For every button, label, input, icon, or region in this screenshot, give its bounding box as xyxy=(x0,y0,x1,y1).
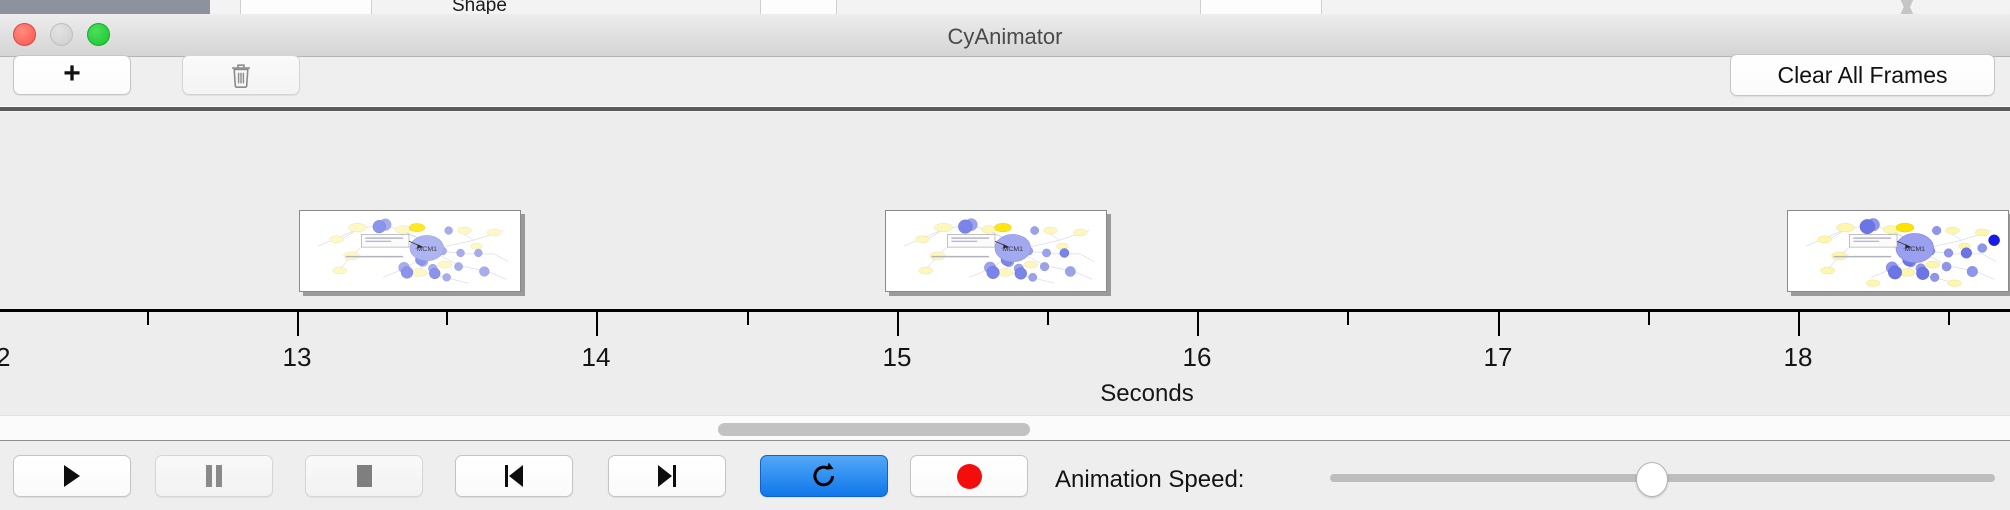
delete-frame-button[interactable] xyxy=(182,55,300,95)
timeline-scrollbar[interactable] xyxy=(0,415,2010,441)
skip-back-icon xyxy=(501,464,527,488)
background-toolbar-cell xyxy=(240,0,372,14)
clear-all-frames-button[interactable]: Clear All Frames xyxy=(1730,54,1995,96)
animation-speed-slider[interactable] xyxy=(1330,462,1995,497)
timeline-ruler[interactable]: 12 13 14 15 16 17 18 Seconds xyxy=(0,112,2010,415)
toolbar-separator xyxy=(0,106,2010,112)
ruler-major-tick xyxy=(1197,312,1199,336)
ruler-major-tick xyxy=(897,312,899,336)
play-button[interactable] xyxy=(13,455,131,497)
loop-button[interactable] xyxy=(760,455,888,497)
ruler-major-tick xyxy=(297,312,299,336)
ruler-label: 13 xyxy=(282,342,312,372)
hub-node-label: MCM1 xyxy=(1003,246,1024,253)
play-icon xyxy=(61,464,83,488)
ruler-major-tick xyxy=(1498,312,1500,336)
clear-all-frames-label: Clear All Frames xyxy=(1777,61,1948,88)
keyframe-thumbnail[interactable]: MCM1 xyxy=(1787,210,2009,292)
ruler-major-tick xyxy=(1798,312,1800,336)
window-title: CyAnimator xyxy=(947,24,1063,49)
background-toolbar-cell xyxy=(1200,0,1322,14)
keyframe-thumbnail[interactable]: MCM1 xyxy=(885,210,1107,292)
ruler-label: 18 xyxy=(1783,342,1813,372)
skip-to-end-button[interactable] xyxy=(608,455,726,497)
axis-title-seconds: Seconds xyxy=(1100,380,1194,407)
ruler-label: 17 xyxy=(1483,342,1513,372)
background-toolbar-cell xyxy=(760,0,837,14)
frame-toolbar xyxy=(0,57,2010,105)
stop-button[interactable] xyxy=(305,455,423,497)
ruler-minor-tick xyxy=(1648,312,1650,325)
ruler-label: 16 xyxy=(1182,342,1212,372)
ruler-minor-tick xyxy=(446,312,448,325)
window-title-bar: CyAnimator xyxy=(0,14,2010,57)
ruler-label: 15 xyxy=(882,342,912,372)
ruler-minor-tick xyxy=(1347,312,1349,325)
add-frame-button[interactable]: + xyxy=(13,55,131,95)
ruler-minor-tick xyxy=(147,312,149,325)
close-button[interactable] xyxy=(13,23,36,46)
network-thumbnail-graphic: MCM1 xyxy=(317,218,509,284)
network-thumbnail-graphic: MCM1 xyxy=(903,218,1095,284)
scrollbar-thumb[interactable] xyxy=(718,423,1030,436)
skip-forward-icon xyxy=(654,464,680,488)
loop-icon xyxy=(810,462,838,490)
pause-icon xyxy=(204,464,224,488)
record-icon xyxy=(956,463,982,489)
background-label-shape: Shape xyxy=(452,0,507,14)
record-button[interactable] xyxy=(910,455,1028,497)
network-thumbnail-graphic: MCM1 xyxy=(1805,218,2000,287)
hub-node-label: MCM1 xyxy=(417,246,438,253)
maximize-button[interactable] xyxy=(87,23,110,46)
trash-icon xyxy=(230,62,252,88)
minimize-button[interactable] xyxy=(50,23,73,46)
background-app-strip: Shape xyxy=(0,0,2010,14)
ruler-label: 14 xyxy=(581,342,611,372)
ruler-major-tick xyxy=(596,312,598,336)
background-network-preview xyxy=(1810,0,2010,14)
slider-thumb[interactable] xyxy=(1636,462,1668,497)
skip-to-start-button[interactable] xyxy=(455,455,573,497)
ruler-minor-tick xyxy=(747,312,749,325)
animation-speed-label: Animation Speed: xyxy=(1055,466,1245,493)
stop-icon xyxy=(353,464,375,488)
ruler-label: 12 xyxy=(0,342,11,372)
ruler-baseline xyxy=(0,309,2010,312)
plus-icon: + xyxy=(63,56,81,90)
keyframe-thumbnail[interactable]: MCM1 xyxy=(299,210,521,292)
background-dark-panel xyxy=(0,0,210,14)
ruler-minor-tick xyxy=(1948,312,1950,325)
pause-button[interactable] xyxy=(155,455,273,497)
hub-node-label: MCM1 xyxy=(1905,246,1926,253)
timeline-panel[interactable]: MCM1 xyxy=(0,112,2010,415)
ruler-minor-tick xyxy=(1047,312,1049,325)
